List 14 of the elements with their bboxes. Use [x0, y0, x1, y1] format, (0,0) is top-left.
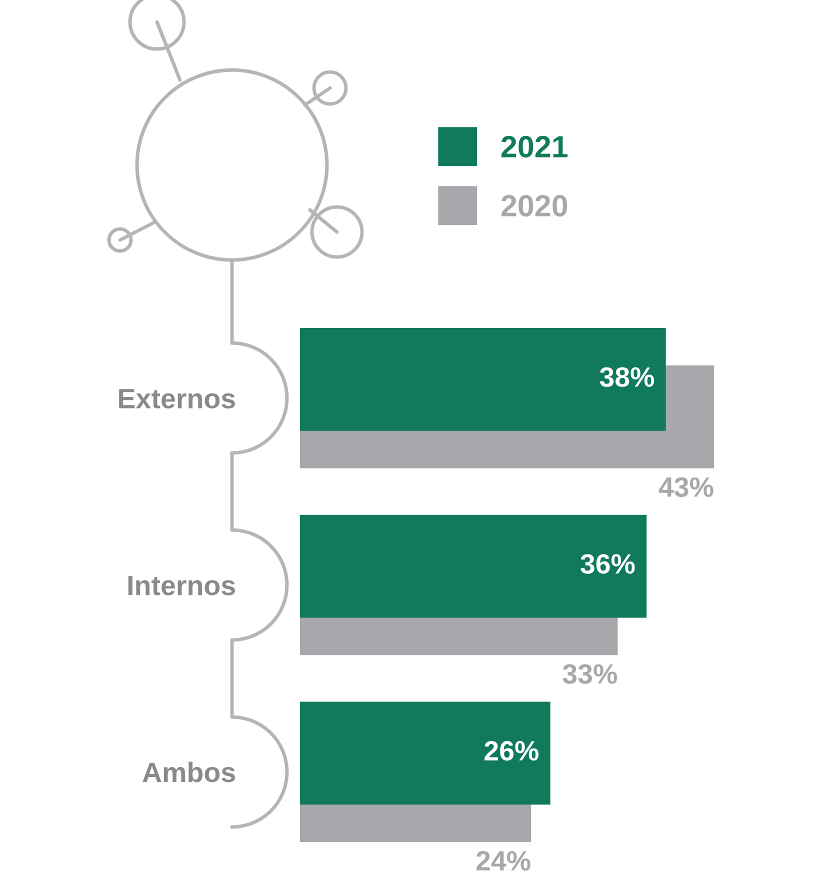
bar — [300, 328, 666, 431]
data-label: 43% — [658, 477, 714, 497]
legend-label: 2021 — [501, 136, 568, 158]
legend-label: 2020 — [501, 194, 568, 217]
data-label: 38% — [600, 367, 654, 387]
data-label: 24% — [476, 851, 530, 871]
bar — [300, 702, 550, 805]
data-label: 33% — [562, 664, 617, 684]
data-label: 26% — [484, 740, 538, 761]
y-tick-label: Externos — [119, 389, 235, 408]
bar — [300, 514, 647, 618]
data-label: 36% — [580, 554, 635, 574]
y-tick-label: Internos — [128, 576, 235, 596]
y-tick-label: Ambos — [142, 762, 235, 782]
